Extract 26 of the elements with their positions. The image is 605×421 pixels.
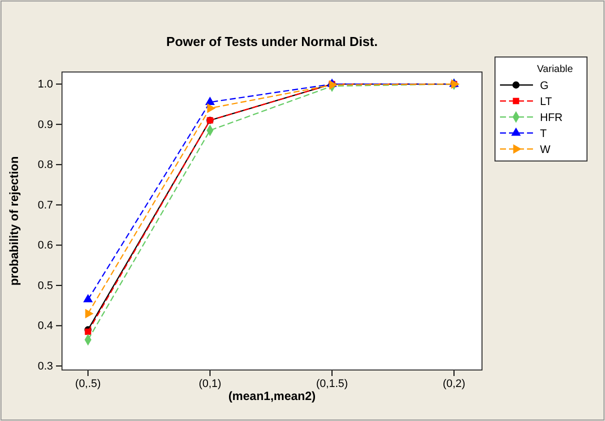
x-tick-label: (0,1) — [198, 378, 222, 390]
point — [83, 294, 93, 302]
y-tick-label: 0.8 — [38, 159, 53, 172]
x-tick-label: (0,2) — [442, 378, 466, 390]
legend-label: W — [540, 144, 551, 156]
y-tick-label: 0.4 — [38, 320, 53, 332]
y-tick-label: 0.5 — [38, 280, 53, 292]
legend-label: G — [540, 80, 549, 92]
legend-label: T — [540, 128, 547, 140]
x-tick-label: (0,1.5) — [316, 378, 348, 390]
point — [84, 328, 92, 335]
y-tick-label: 0.6 — [38, 240, 53, 252]
legend-title: Variable — [537, 64, 574, 75]
y-tick-label: 0.3 — [38, 360, 53, 372]
legend-label: LT — [540, 96, 552, 108]
x-axis-title: (mean1,mean2) — [228, 389, 316, 403]
point — [205, 96, 215, 105]
y-axis-title: probability of rejection — [7, 156, 21, 286]
y-tick-label: 0.7 — [38, 199, 53, 212]
x-tick-label: (0,.5) — [75, 378, 101, 390]
chart-title: Power of Tests under Normal Dist. — [166, 34, 378, 49]
y-tick-label: 1.0 — [38, 78, 53, 91]
y-tick-label: 0.9 — [38, 118, 53, 131]
point — [85, 308, 94, 318]
point — [207, 103, 216, 114]
legend-label: HFR — [540, 112, 563, 124]
